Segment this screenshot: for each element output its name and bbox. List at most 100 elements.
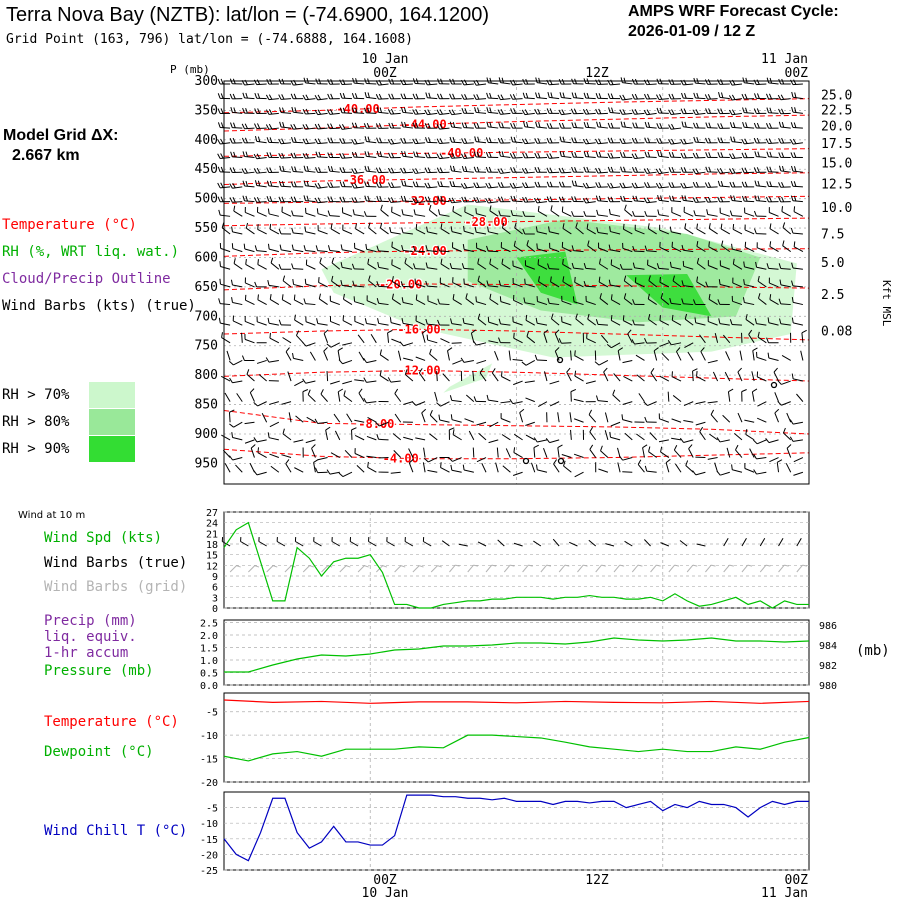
wind-barb (426, 334, 438, 344)
wind-barb-shaft (537, 248, 548, 253)
wind-barb (671, 437, 682, 441)
wind-barb-feather (302, 378, 307, 384)
wind-barb (719, 260, 730, 270)
wind-barb (717, 123, 730, 129)
wind-barb-feather (598, 167, 602, 173)
wind-barb (461, 94, 474, 100)
wind-barb-feather (598, 195, 602, 202)
wind-barb-feather (768, 277, 770, 284)
wind-barb-shaft (573, 97, 584, 100)
wind-barb-feather (404, 180, 407, 187)
wind-barb-feather (521, 109, 526, 115)
wind-barb-feather (391, 276, 394, 282)
wind-barb-feather (412, 197, 416, 203)
wind-barb (241, 137, 255, 144)
wind-barb (538, 276, 548, 288)
wind-barb-feather (558, 338, 562, 344)
wind-barb-shaft (476, 83, 487, 86)
wind-barb (571, 211, 584, 217)
wind-barb-feather (610, 122, 614, 129)
wind-barb-shaft (354, 82, 365, 85)
wind-barb-feather (256, 206, 259, 213)
wind-barb-shaft (597, 126, 608, 129)
wind-barb (688, 444, 694, 458)
wind-barb (752, 347, 758, 361)
wind-barb-shaft (282, 337, 292, 344)
grid-wind-barb-shaft (759, 564, 767, 573)
wind-barb-feather (437, 195, 440, 202)
wind-barb (229, 421, 243, 428)
wind-barb (282, 428, 292, 441)
wind-barb-feather (754, 228, 757, 234)
wind-barb-shaft (613, 373, 621, 382)
wind-barb-shaft (792, 232, 803, 235)
wind-barb-feather (561, 109, 565, 115)
wind-barb-feather (767, 352, 770, 359)
wind-barb-feather (768, 93, 772, 99)
wind-barb (481, 462, 487, 473)
wind-barb (290, 196, 304, 203)
wind-barb-shaft (731, 98, 743, 101)
wind-barb (583, 151, 596, 158)
wind-barb-feather (338, 124, 343, 130)
wind-barb-feather (708, 137, 712, 144)
wind-barb-feather (440, 181, 443, 187)
wind-barb-feather (730, 136, 733, 142)
wind-barb (522, 196, 535, 203)
wind-barb (729, 181, 742, 188)
wind-barb (659, 342, 670, 347)
wind-barb (364, 165, 377, 173)
wind-barb-feather (342, 293, 345, 300)
true-wind-barb-shaft (660, 542, 670, 547)
wind-barb-feather (781, 206, 784, 212)
wind-barb (452, 206, 462, 217)
wind-barb (440, 338, 450, 344)
wind-barb-shaft (244, 320, 255, 326)
wind-barb-feather (705, 152, 709, 158)
wind-barb (684, 223, 694, 235)
wind-barb-shaft (333, 413, 341, 423)
wind-barb-feather (575, 313, 578, 319)
wind-barb-feather (387, 139, 392, 145)
wind-barb-shaft (622, 82, 633, 85)
wind-barb-feather (622, 109, 626, 115)
wind-barb-shaft (500, 82, 511, 85)
wind-barb (278, 94, 292, 100)
wind-barb-feather (368, 275, 371, 281)
wind-barb-feather (681, 92, 684, 99)
grid-wind-barb-feather (491, 564, 497, 567)
wind-barb-feather (387, 109, 392, 115)
wind-barb-shaft (344, 449, 353, 458)
wind10m-tick-label: 12 (206, 561, 218, 572)
wind-barb (757, 401, 767, 407)
wind-barb (451, 242, 462, 253)
wind-barb-shaft (463, 469, 474, 473)
wind-barb (774, 392, 779, 402)
wind-barb-feather (304, 278, 307, 285)
wind-barb-shaft (597, 156, 608, 158)
wind-barb-feather (623, 77, 626, 84)
wind-barb-shaft (638, 393, 645, 402)
wind-barb (387, 108, 401, 115)
wind-barb (326, 371, 329, 382)
wind-barb-feather (548, 226, 550, 232)
wind-barb (801, 329, 807, 343)
wind-barb-feather (778, 263, 782, 269)
true-wind-barb-feather (368, 537, 370, 542)
true-wind-barb (588, 539, 597, 547)
wind-barb (644, 465, 657, 473)
wind-barb-shaft (780, 267, 791, 270)
wind-barb (497, 182, 511, 188)
wind-barb-feather (278, 319, 282, 325)
wind-barb-feather (268, 94, 273, 100)
wind-barb (217, 93, 231, 100)
wind-barb-feather (367, 461, 369, 468)
wind-barb (391, 241, 401, 253)
wind-barb (583, 92, 596, 100)
wind-barb-feather (657, 194, 660, 201)
wind-barb-feather (793, 206, 796, 212)
grid-wind-barb (778, 564, 789, 573)
wind-barb-feather (282, 122, 285, 128)
wind-barb-feather (612, 389, 616, 396)
wind-barb-feather (742, 121, 745, 128)
